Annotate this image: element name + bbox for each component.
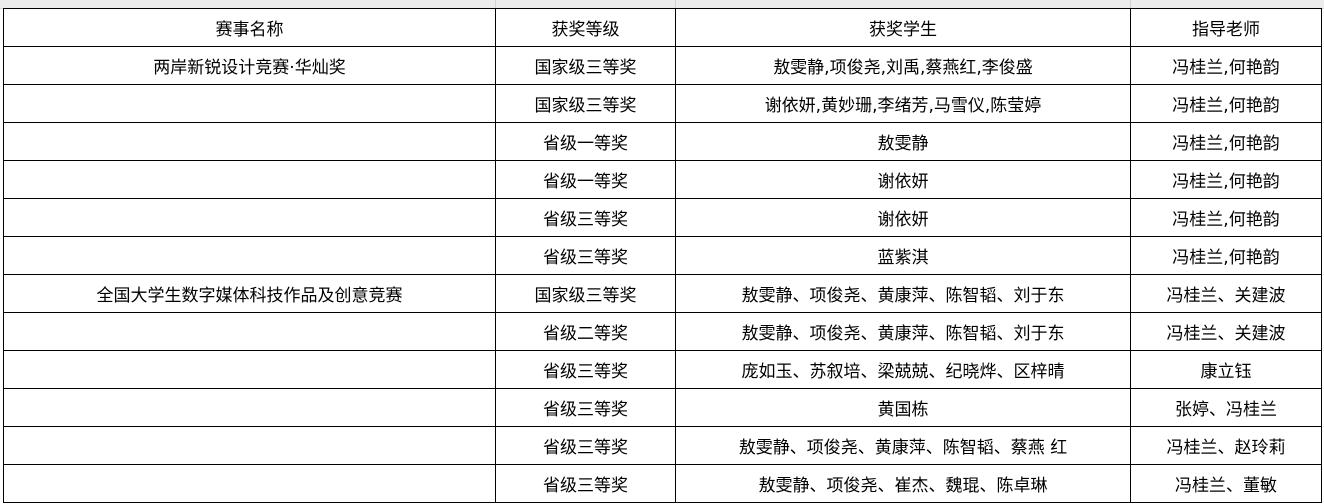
cell-advisors[interactable]: 张婷、冯桂兰 [1130,388,1322,427]
cell-advisors[interactable]: 冯桂兰,何艳韵 [1130,84,1322,123]
cell-event[interactable] [3,198,496,237]
cell-advisors[interactable]: 冯桂兰,何艳韵 [1130,198,1322,237]
cell-level[interactable]: 省级三等奖 [495,198,676,237]
cell-level[interactable]: 省级三等奖 [495,426,676,465]
cell-advisors[interactable]: 冯桂兰,何艳韵 [1130,122,1322,161]
cell-event[interactable] [3,122,496,161]
table-row: 省级三等奖 庞如玉、苏叙培、梁兢兢、纪晓烨、区梓晴 康立钰 [3,350,1322,389]
cell-event[interactable] [3,84,496,123]
cell-advisors[interactable]: 冯桂兰,何艳韵 [1130,160,1322,199]
cell-advisors[interactable]: 冯桂兰、董敏 [1130,464,1322,503]
cell-level[interactable]: 省级三等奖 [495,388,676,427]
table-row: 省级三等奖 谢依妍 冯桂兰,何艳韵 [3,198,1322,237]
cell-students[interactable]: 谢依妍,黄妙珊,李绪芳,马雪仪,陈莹婷 [675,84,1131,123]
cell-students[interactable]: 敖雯静、项俊尧、黄康萍、陈智韬、刘于东 [675,274,1131,313]
cell-event[interactable] [3,464,496,503]
table-row: 省级三等奖 敖雯静、项俊尧、崔杰、魏琨、陈卓琳 冯桂兰、董敏 [3,464,1322,503]
cell-event[interactable] [3,312,496,351]
cell-level[interactable]: 国家级三等奖 [495,84,676,123]
cell-students[interactable]: 蓝紫淇 [675,236,1131,275]
cell-event[interactable] [3,388,496,427]
cell-level[interactable]: 国家级三等奖 [495,46,676,85]
cell-advisors[interactable]: 康立钰 [1130,350,1322,389]
table-row: 省级一等奖 敖雯静 冯桂兰,何艳韵 [3,122,1322,161]
cell-students[interactable]: 黄国栋 [675,388,1131,427]
cell-level[interactable]: 省级一等奖 [495,122,676,161]
cell-advisors[interactable]: 冯桂兰、关建波 [1130,312,1322,351]
table-row: 省级一等奖 谢依妍 冯桂兰,何艳韵 [3,160,1322,199]
table-row: 国家级三等奖 谢依妍,黄妙珊,李绪芳,马雪仪,陈莹婷 冯桂兰,何艳韵 [3,84,1322,123]
awards-table: 赛事名称 获奖等级 获奖学生 指导老师 两岸新锐设计竞赛·华灿奖 国家级三等奖 敖雯… [3,8,1322,503]
table-row: 省级三等奖 黄国栋 张婷、冯桂兰 [3,388,1322,427]
cell-event[interactable] [3,426,496,465]
cell-level[interactable]: 省级三等奖 [495,464,676,503]
cell-level[interactable]: 省级一等奖 [495,160,676,199]
cell-advisors[interactable]: 冯桂兰,何艳韵 [1130,236,1322,275]
cell-level[interactable]: 省级三等奖 [495,350,676,389]
header-level[interactable]: 获奖等级 [495,8,676,47]
table-row: 省级三等奖 敖雯静、项俊尧、黄康萍、陈智韬、蔡燕 红冯桂兰、赵玲莉 [3,426,1322,465]
cell-students[interactable]: 敖雯静、项俊尧、黄康萍、陈智韬、刘于东 [675,312,1131,351]
cell-level[interactable]: 省级三等奖 [495,236,676,275]
cell-event[interactable] [3,160,496,199]
cell-advisors[interactable]: 冯桂兰、赵玲莉 [1130,426,1322,465]
cell-students[interactable]: 庞如玉、苏叙培、梁兢兢、纪晓烨、区梓晴 [675,350,1131,389]
header-students[interactable]: 获奖学生 [675,8,1131,47]
cell-students[interactable]: 谢依妍 [675,198,1131,237]
table-row: 省级二等奖 敖雯静、项俊尧、黄康萍、陈智韬、刘于东 冯桂兰、关建波 [3,312,1322,351]
cell-level[interactable]: 省级二等奖 [495,312,676,351]
header-advisors[interactable]: 指导老师 [1130,8,1322,47]
cell-event[interactable]: 两岸新锐设计竞赛·华灿奖 [3,46,496,85]
cell-advisors[interactable]: 冯桂兰、关建波 [1130,274,1322,313]
cell-event[interactable] [3,350,496,389]
table-row: 全国大学生数字媒体科技作品及创意竞赛 国家级三等奖 敖雯静、项俊尧、黄康萍、陈智韬、… [3,274,1322,313]
column-separator [495,0,496,8]
column-separator [1130,0,1131,8]
cell-level[interactable]: 国家级三等奖 [495,274,676,313]
cell-students[interactable]: 敖雯静、项俊尧、黄康萍、陈智韬、蔡燕 红 [675,426,1131,465]
cell-students[interactable]: 敖雯静、项俊尧、崔杰、魏琨、陈卓琳 [675,464,1131,503]
cell-advisors[interactable]: 冯桂兰,何艳韵 [1130,46,1322,85]
cell-students[interactable]: 敖雯静,项俊尧,刘禹,蔡燕红,李俊盛 [675,46,1131,85]
cell-students[interactable]: 敖雯静 [675,122,1131,161]
cell-event[interactable] [3,236,496,275]
table-row: 省级三等奖 蓝紫淇 冯桂兰,何艳韵 [3,236,1322,275]
cell-students[interactable]: 谢依妍 [675,160,1131,199]
column-separator [675,0,676,8]
cell-event[interactable]: 全国大学生数字媒体科技作品及创意竞赛 [3,274,496,313]
header-event[interactable]: 赛事名称 [3,8,496,47]
header-row: 赛事名称 获奖等级 获奖学生 指导老师 [3,8,1322,47]
table-row: 两岸新锐设计竞赛·华灿奖 国家级三等奖 敖雯静,项俊尧,刘禹,蔡燕红,李俊盛 冯桂兰,… [3,46,1322,85]
